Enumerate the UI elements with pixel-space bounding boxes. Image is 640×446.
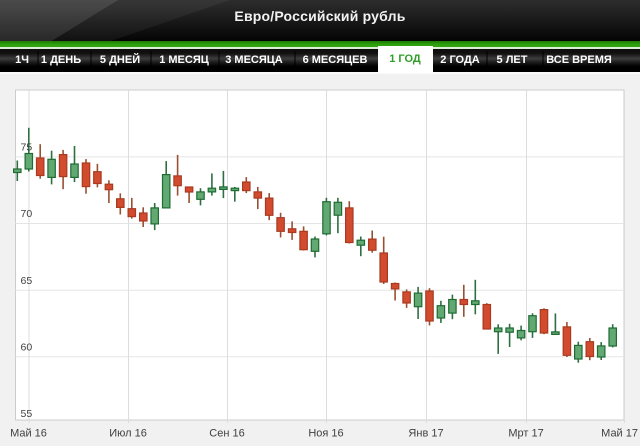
svg-text:75: 75 xyxy=(21,142,33,154)
svg-text:Май 17: Май 17 xyxy=(601,428,638,440)
svg-text:Сен 16: Сен 16 xyxy=(209,428,244,440)
svg-text:Июл 16: Июл 16 xyxy=(109,428,147,440)
svg-text:Ноя 16: Ноя 16 xyxy=(308,428,343,440)
svg-text:65: 65 xyxy=(21,275,33,287)
svg-text:55: 55 xyxy=(21,408,33,420)
svg-text:60: 60 xyxy=(21,342,33,354)
svg-text:Май 16: Май 16 xyxy=(10,428,47,440)
svg-text:70: 70 xyxy=(21,208,33,220)
svg-text:Мрт 17: Мрт 17 xyxy=(508,428,543,440)
svg-text:Янв 17: Янв 17 xyxy=(408,428,443,440)
